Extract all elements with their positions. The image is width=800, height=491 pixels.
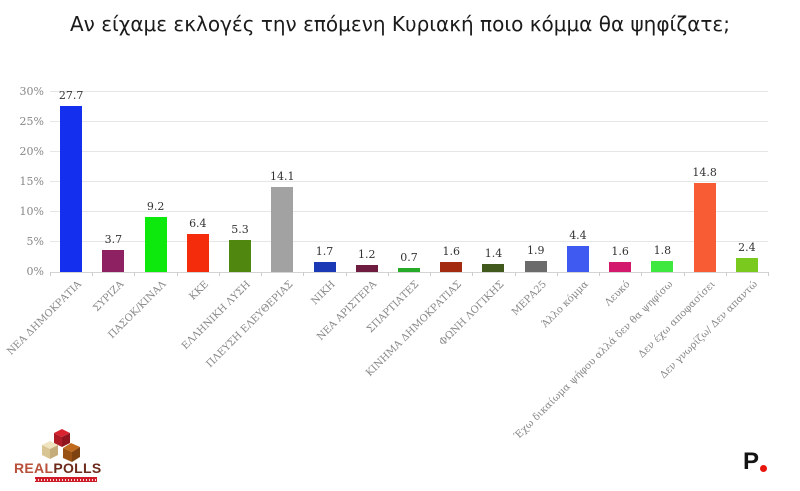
bar-value-label: 1.8 xyxy=(653,244,672,257)
x-axis-tick xyxy=(768,272,769,276)
bar-value-label: 0.7 xyxy=(400,251,418,264)
category-label: Έχω δικαίωμα ψήφου αλλά δεν θα ψηφίσω xyxy=(512,279,676,442)
x-axis-tick xyxy=(218,272,220,276)
gridline-10% xyxy=(50,211,768,212)
chart-title: Αν είχαμε εκλογές την επόμενη Κυριακή πο… xyxy=(70,12,730,36)
x-axis-tick xyxy=(92,272,94,276)
x-axis-tick xyxy=(134,272,136,276)
x-axis-tick xyxy=(430,272,432,276)
bar-ΠΑΣΟΚ/ΚΙΝΑΛ xyxy=(144,217,167,272)
bar-value-label: 1.6 xyxy=(611,245,629,258)
bar-Λευκό xyxy=(609,262,632,272)
gridline-30% xyxy=(50,91,768,92)
bar-ΝΕΑ ΑΡΙΣΤΕΡΑ xyxy=(355,265,378,272)
bar-Έχω δικαίωμα ψήφου αλλά δεν θα ψηφίσω xyxy=(651,261,674,272)
x-axis-tick xyxy=(176,272,178,276)
bar-value-label: 1.9 xyxy=(526,244,545,257)
realpolls-wordmark-polls: POLLS xyxy=(53,460,102,476)
bar-value-label: 1.6 xyxy=(442,245,460,258)
realpolls-logo: REALPOLLS xyxy=(14,428,114,486)
x-axis-tick xyxy=(683,272,685,276)
category-label: ΝΙΚΗ xyxy=(309,279,338,308)
politic-logo: P xyxy=(742,448,767,475)
bar-value-label: 1.2 xyxy=(358,248,376,261)
category-label: Λευκό xyxy=(603,279,633,309)
bar-ΣΠΑΡΤΙΑΤΕΣ xyxy=(398,268,420,272)
x-axis-tick xyxy=(50,272,51,276)
bar-value-label: 2.4 xyxy=(738,241,756,254)
x-axis-tick xyxy=(303,272,305,276)
gridline-5% xyxy=(50,241,768,242)
bar-ΦΩΝΗ ΛΟΓΙΚΗΣ xyxy=(482,264,505,272)
realpolls-wordmark: REALPOLLS xyxy=(14,461,101,475)
bar-ΚΚΕ xyxy=(186,234,209,272)
politic-logo-dot-icon xyxy=(760,465,767,472)
x-axis-tick xyxy=(345,272,347,276)
y-axis-label-20%: 20% xyxy=(19,145,44,158)
bar-ΚΙΝΗΜΑ ΔΗΜΟΚΡΑΤΙΑΣ xyxy=(440,262,463,272)
gridline-15% xyxy=(50,181,768,182)
bar-value-label: 5.3 xyxy=(231,223,249,236)
y-axis-label-0%: 0% xyxy=(26,265,44,278)
y-axis-label-15%: 15% xyxy=(19,175,44,188)
category-label: Δεν έχω αποφασίσει xyxy=(636,279,718,361)
gridline-25% xyxy=(50,121,768,122)
x-axis-tick xyxy=(641,272,643,276)
bar-value-label: 1.4 xyxy=(484,247,503,260)
category-label: ΠΛΕΥΣΗ ΕΛΕΥΘΕΡΙΑΣ xyxy=(204,279,296,371)
gridline-0% xyxy=(50,272,768,273)
bar-ΠΛΕΥΣΗ ΕΛΕΥΘΕΡΙΑΣ xyxy=(271,187,294,272)
bar-value-label: 14.8 xyxy=(692,166,717,179)
realpolls-cubes-icon xyxy=(42,429,80,462)
bar-value-label: 4.4 xyxy=(569,229,587,242)
bar-chart: 0% 5% 10% 15% 20% 25% 30% 27.7 ΝΕΑ ΔΗΜΟΚΡΑΤΙΑ 3.7… xyxy=(0,86,800,442)
x-axis-tick xyxy=(472,272,474,276)
gridline-20% xyxy=(50,151,768,152)
y-axis-label-5%: 5% xyxy=(26,235,44,248)
bar-Δεν γνωρίζω/ Δεν απαντώ xyxy=(735,258,758,272)
bar-ΕΛΛΗΝΙΚΗ ΛΥΣΗ xyxy=(229,240,252,272)
bar-ΣΥΡΙΖΑ xyxy=(102,250,125,272)
realpolls-tagline-bar xyxy=(35,477,97,482)
bar-ΜΕΡΑ25 xyxy=(524,261,547,272)
bar-ΝΕΑ ΔΗΜΟΚΡΑΤΙΑ xyxy=(60,106,83,272)
realpolls-wordmark-real: REAL xyxy=(14,460,54,476)
bar-Δεν έχω αποφασίσει xyxy=(693,183,716,272)
x-axis-tick xyxy=(599,272,601,276)
politic-logo-letter: P xyxy=(742,448,759,475)
category-label: ΚΚΕ xyxy=(187,279,211,303)
category-label: ΝΕΑ ΔΗΜΟΚΡΑΤΙΑ xyxy=(5,279,84,358)
x-axis-tick xyxy=(261,272,263,276)
x-axis-tick xyxy=(556,272,558,276)
x-axis-tick xyxy=(387,272,389,276)
y-axis-label-10%: 10% xyxy=(19,205,44,218)
bar-value-label: 6.4 xyxy=(189,217,207,230)
category-label: ΣΥΡΙΖΑ xyxy=(91,279,127,315)
bar-value-label: 3.7 xyxy=(104,233,123,246)
bar-Άλλο κόμμα xyxy=(566,246,589,272)
category-label: ΜΕΡΑ25 xyxy=(509,279,549,319)
y-axis-label-30%: 30% xyxy=(19,85,44,98)
plot-area: 0% 5% 10% 15% 20% 25% 30% 27.7 ΝΕΑ ΔΗΜΟΚΡΑΤΙΑ 3.7… xyxy=(5,86,769,442)
bar-value-label: 1.7 xyxy=(315,245,334,258)
x-axis-tick xyxy=(514,272,516,276)
bar-value-label: 14.1 xyxy=(270,170,295,183)
bar-value-label: 27.7 xyxy=(58,89,84,102)
y-axis-label-25%: 25% xyxy=(19,115,44,128)
bar-value-label: 9.2 xyxy=(146,200,165,213)
bar-ΝΙΚΗ xyxy=(313,262,336,272)
x-axis-tick xyxy=(725,272,727,276)
